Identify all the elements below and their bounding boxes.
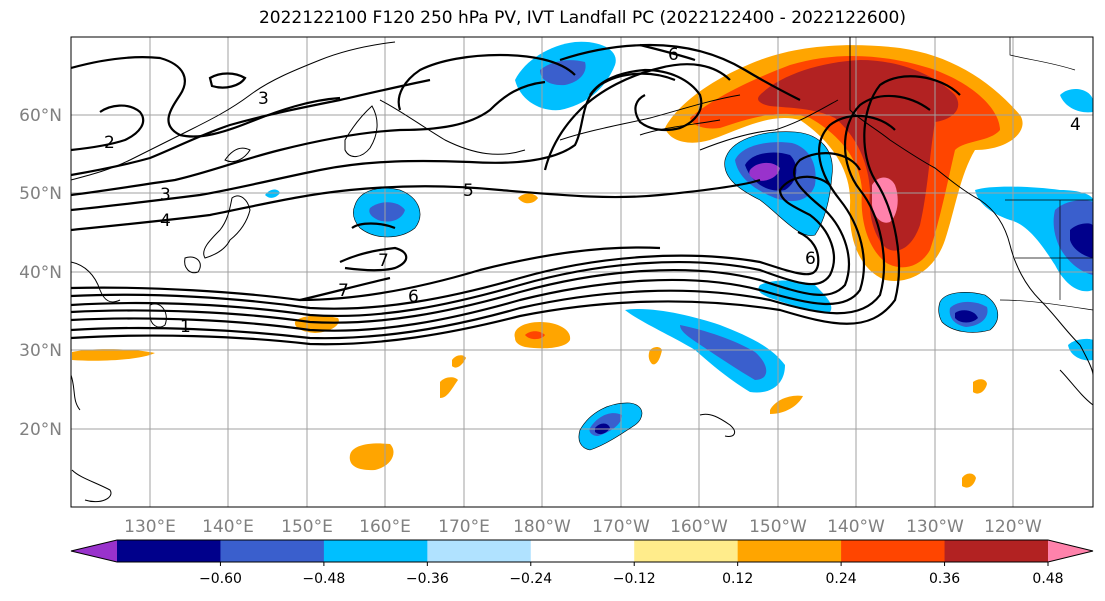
colorbar-tick-label: −0.12: [613, 571, 656, 587]
colorbar-extend-min: [71, 540, 117, 562]
contour-label-3: 3: [258, 89, 269, 109]
colorbar-tick-label: −0.36: [406, 571, 449, 587]
pv-contours: [71, 43, 961, 346]
colorbar-extend-max: [1048, 540, 1093, 562]
lat-label-60n: 60°N: [19, 106, 62, 126]
colorbar-tick-label: 0.36: [929, 571, 960, 587]
contour-label-7: 7: [378, 251, 389, 271]
colorbar-segment: [323, 540, 428, 562]
colorbar-segment: [220, 540, 325, 562]
colorbar-tick-label: −0.60: [199, 571, 242, 587]
colorbar-tick-label: 0.48: [1032, 571, 1063, 587]
lon-label-140e: 140°E: [202, 517, 254, 537]
lat-label-50n: 50°N: [19, 184, 62, 204]
colorbar-segment: [737, 540, 842, 562]
contour-label-5: 5: [463, 181, 474, 201]
colorbar-segment: [841, 540, 946, 562]
lon-label-160e: 160°E: [359, 517, 411, 537]
colorbar-tick-label: −0.48: [302, 571, 345, 587]
contour-label-3b: 3: [160, 185, 171, 205]
lat-label-20n: 20°N: [19, 420, 62, 440]
contour-label-2: 2: [104, 133, 115, 153]
contour-label-6b: 6: [805, 249, 816, 269]
lon-label-150e: 150°E: [281, 517, 333, 537]
map-title: 2022122100 F120 250 hPa PV, IVT Landfall…: [258, 8, 906, 28]
contour-label-4b: 4: [1070, 115, 1081, 135]
lon-label-130e: 130°E: [124, 517, 176, 537]
lon-label-150w: 150°W: [749, 517, 807, 537]
lon-label-160w: 160°W: [670, 517, 728, 537]
contour-label-6c: 6: [408, 287, 419, 307]
contour-label-1: 1: [180, 317, 191, 337]
colorbar-tick-label: 0.12: [722, 571, 753, 587]
colorbar-outline: [70, 539, 1094, 563]
lon-label-170w: 170°W: [592, 517, 650, 537]
contour-label-6: 6: [668, 45, 679, 65]
map-graticule: [71, 37, 1093, 507]
political-borders: [849, 37, 1093, 311]
colorbar: −0.60 −0.48 −0.36 −0.24 −0.12 0.12 0.24 0.36 0.4…: [70, 539, 1094, 587]
contour-label-7b: 7: [338, 281, 349, 301]
colorbar-segment: [427, 540, 532, 562]
colorbar-segment: [117, 540, 221, 562]
lat-label-30n: 30°N: [19, 341, 62, 361]
contour-label-4: 4: [160, 211, 171, 231]
map-frame: [70, 36, 1094, 508]
lon-label-120w: 120°W: [984, 517, 1042, 537]
lon-label-180w: 180°W: [513, 517, 571, 537]
longitude-labels: 130°E 140°E 150°E 160°E 170°E 180°W 170°…: [124, 517, 1042, 537]
colorbar-tick-label: 0.24: [826, 571, 857, 587]
colorbar-tick-label: −0.24: [509, 571, 552, 587]
lon-label-170e: 170°E: [438, 517, 490, 537]
ivt-contour-outlines: [353, 131, 998, 451]
colorbar-segment: [530, 540, 635, 562]
lon-label-130w: 130°W: [906, 517, 964, 537]
lon-label-140w: 140°W: [827, 517, 885, 537]
pv-contour-labels: 2 3 3 4 5 6 6 6 7 7 1 4: [104, 45, 1081, 337]
latitude-labels: 60°N 50°N 40°N 30°N 20°N: [19, 106, 62, 440]
colorbar-segment: [634, 540, 739, 562]
colorbar-segment: [944, 540, 1049, 562]
coastlines: [71, 37, 1093, 503]
lat-label-40n: 40°N: [19, 263, 62, 283]
